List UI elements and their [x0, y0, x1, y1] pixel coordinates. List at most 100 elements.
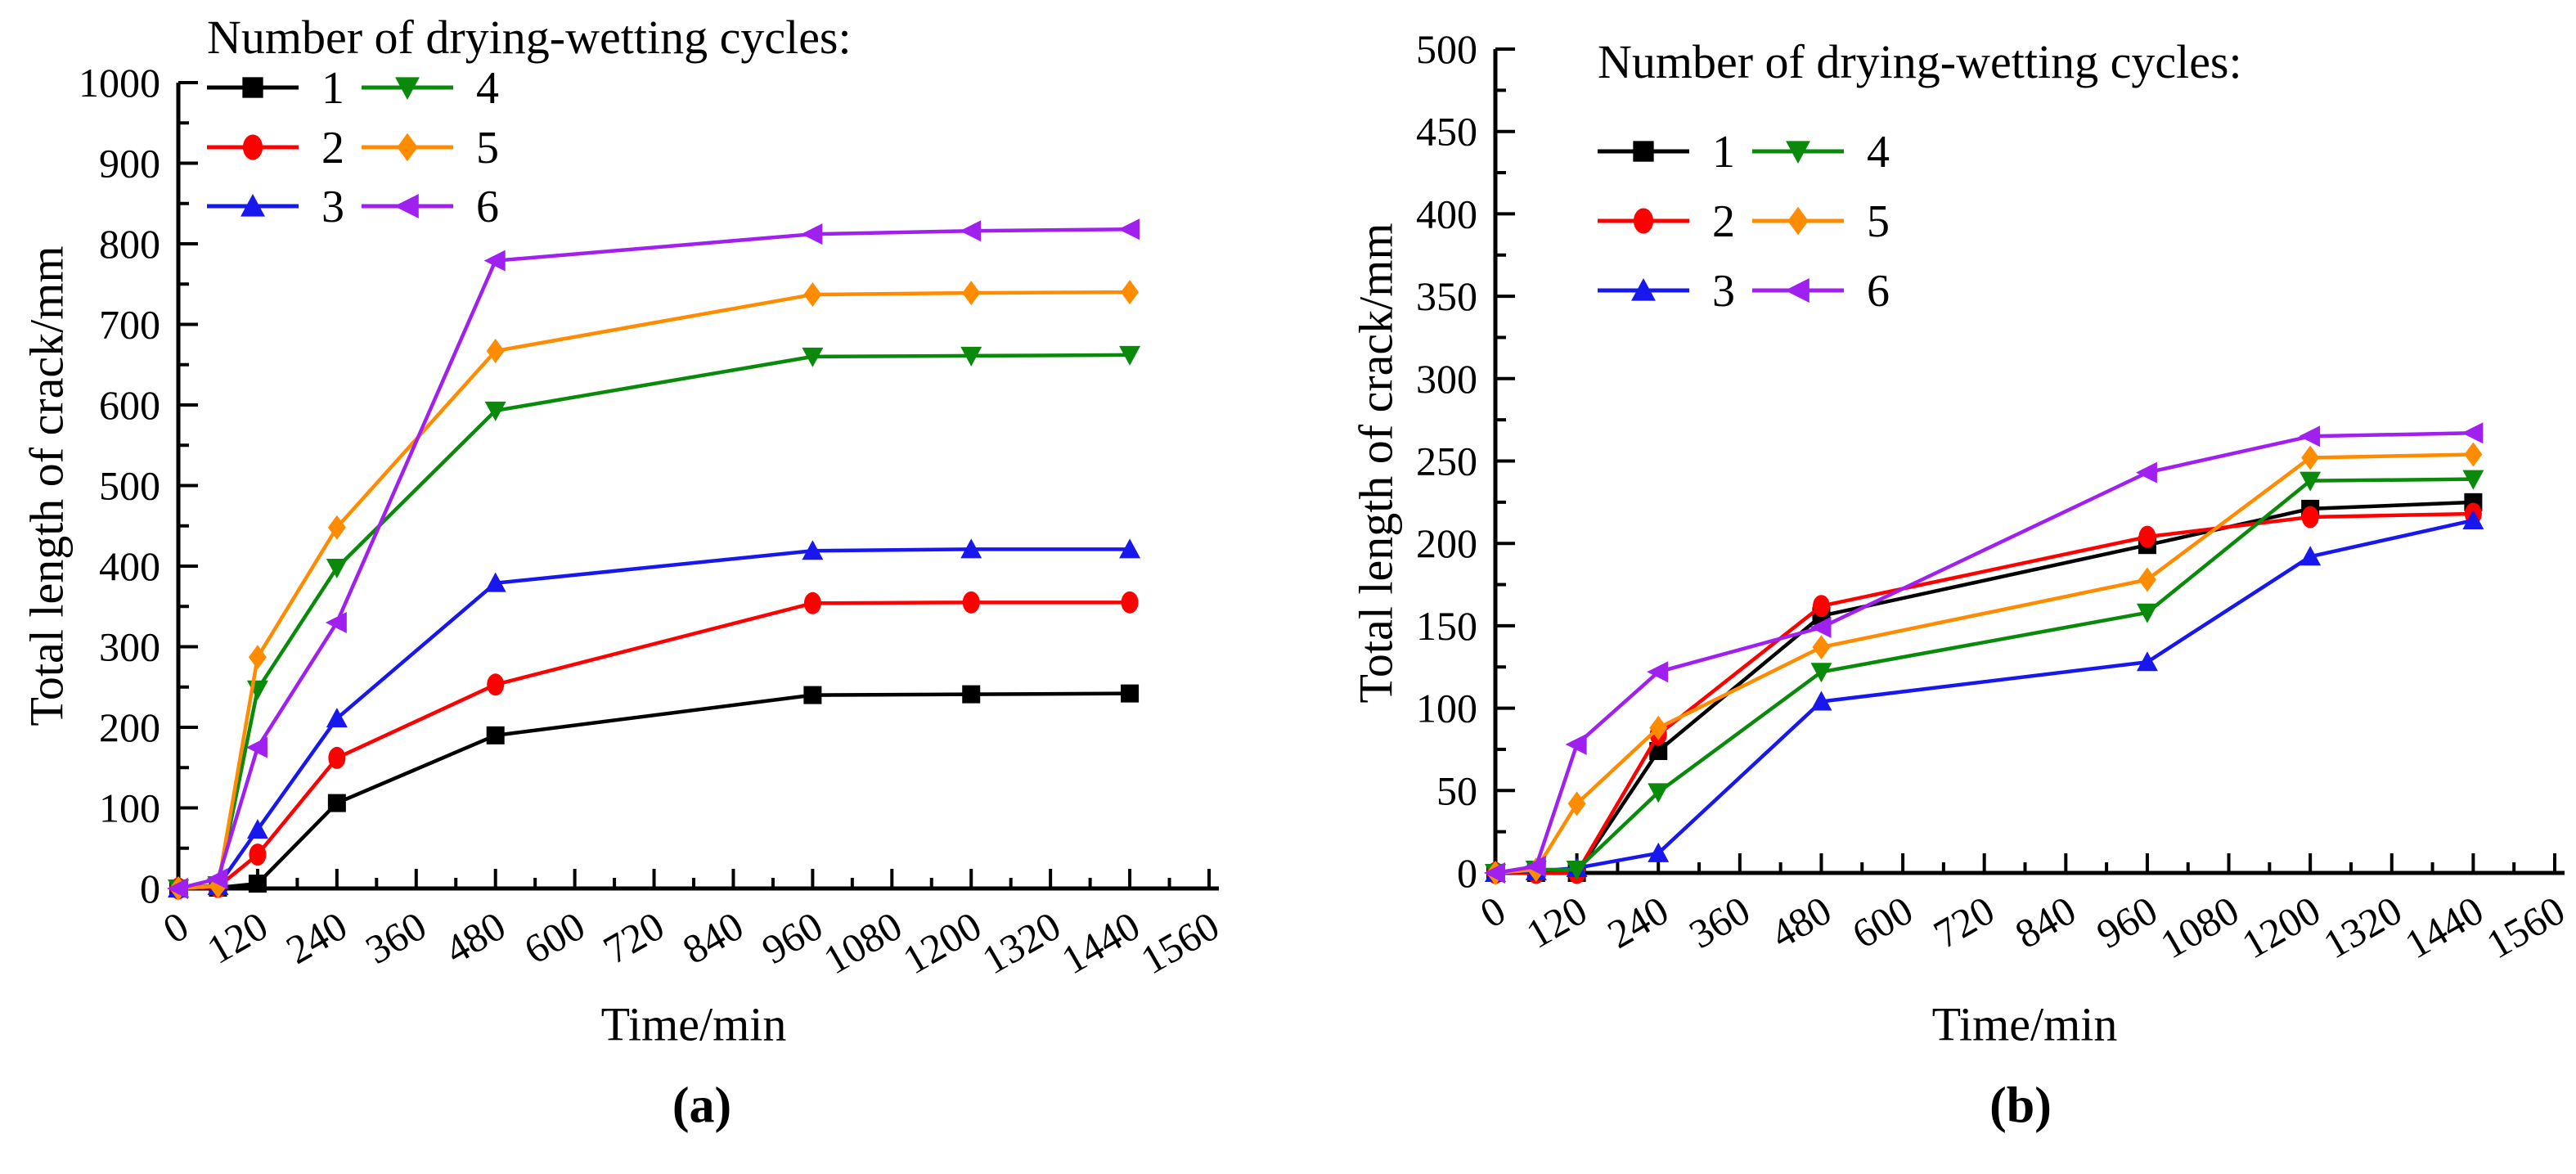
- panel-b-x-tick-label: 120: [1518, 887, 1594, 957]
- series-4-marker: [2136, 603, 2158, 623]
- legend-marker-2: [1633, 208, 1654, 234]
- series-4-marker: [2462, 470, 2484, 490]
- panel-a-y-tick-label: 400: [99, 543, 160, 589]
- panel-a-x-tick-labels: 0 120 240 360 480 600 720 840 960108012001320144…: [155, 902, 1227, 983]
- series-2-marker: [2301, 506, 2319, 529]
- panel-b-x-tick-label: 1440: [2397, 887, 2491, 967]
- legend-marker-5: [1787, 206, 1809, 236]
- series-6-marker: [1809, 616, 1832, 638]
- legend-label-6: 6: [476, 182, 499, 232]
- series-6-line: [1495, 431, 2474, 875]
- series-3-marker: [246, 819, 268, 839]
- legend-marker-4: [395, 77, 420, 100]
- series-5-marker: [1812, 635, 1831, 660]
- panel-b-y-tick-labels: 0 50 100 150 200 250 300 350 400 450 500: [1416, 26, 1477, 896]
- panel-a-x-tick-label: 120: [199, 902, 275, 973]
- panel-a-series-3: [168, 538, 1141, 897]
- series-2-marker: [1812, 595, 1830, 618]
- panel-b-x-tick-label: 600: [1845, 887, 1921, 957]
- series-3-marker: [2300, 546, 2322, 566]
- legend-marker-3: [1631, 278, 1656, 301]
- panel-a-x-tick-label: 480: [437, 902, 513, 973]
- panel-b-y-tick-label: 150: [1416, 603, 1477, 649]
- panel-b-x-tick-labels: 0 120 240 360 480 600 720 840 960108012001320144…: [1472, 887, 2573, 967]
- panel-b-x-tick-label: 720: [1926, 887, 2002, 957]
- panel-b-ticks: [1494, 47, 2556, 875]
- panel-a-x-tick-label: 600: [516, 902, 592, 973]
- legend-marker-2: [242, 134, 263, 160]
- series-6-marker: [1565, 733, 1587, 755]
- series-5-marker: [1649, 715, 1668, 740]
- panel-b-label: (b): [1989, 1077, 2052, 1134]
- series-1-marker: [248, 875, 267, 893]
- series-3-marker: [1810, 690, 1832, 711]
- series-1-marker: [1121, 684, 1140, 703]
- panel-a-y-axis-title: Total length of crack/mm: [20, 245, 74, 726]
- panel-a-x-tick-label: 840: [675, 902, 751, 973]
- series-6-marker: [2461, 422, 2484, 444]
- panel-a-ticks: [177, 81, 1211, 890]
- legend-label-5: 5: [476, 123, 499, 173]
- panel-b-legend: 1 2 3 4 5 6: [1598, 127, 1890, 317]
- series-6-line: [178, 227, 1131, 891]
- legend-label-6: 6: [1867, 266, 1890, 317]
- panel-a-series-2: [169, 591, 1139, 900]
- legend-marker-6: [393, 194, 419, 218]
- panel-b-y-tick-label: 0: [1457, 850, 1477, 896]
- panel-a-x-tick-label: 1560: [1133, 902, 1227, 983]
- panel-b-y-tick-label: 500: [1416, 26, 1477, 72]
- panel-a-x-tick-label: 720: [596, 902, 672, 973]
- panel-a-y-tick-label: 600: [99, 382, 160, 428]
- series-4-marker: [1566, 860, 1588, 880]
- series-4-marker: [960, 346, 982, 367]
- series-4-line: [1495, 477, 2474, 875]
- legend-label-1: 1: [1712, 127, 1735, 178]
- series-6-marker: [960, 220, 982, 242]
- series-6-marker: [801, 223, 823, 245]
- series-3-marker: [484, 572, 506, 592]
- panel-b-legend-title: Number of drying-wetting cycles:: [1598, 35, 2242, 88]
- series-2-marker: [487, 673, 505, 696]
- series-6-marker: [245, 736, 267, 758]
- series-3-marker: [1648, 842, 1670, 862]
- legend-marker-5: [397, 133, 418, 162]
- legend-label-2: 2: [1712, 196, 1735, 247]
- series-5-marker: [803, 282, 822, 308]
- series-3-line: [178, 547, 1131, 891]
- legend-marker-6: [1784, 278, 1809, 303]
- series-2-marker: [249, 843, 267, 866]
- legend-label-5: 5: [1867, 196, 1890, 247]
- panel-a-x-tick-label: 360: [357, 902, 434, 973]
- panel-a-series-5: [169, 280, 1140, 901]
- panel-a-legend-title: Number of drying-wetting cycles:: [207, 11, 852, 64]
- series-4-marker: [1119, 345, 1141, 366]
- panel-a-y-tick-label: 800: [99, 221, 160, 267]
- series-5-marker: [2138, 567, 2156, 592]
- series-1-marker: [962, 685, 981, 704]
- panel-a-y-tick-label: 500: [99, 463, 160, 509]
- panel-a-series-4: [168, 345, 1141, 899]
- panel-a-y-tick-labels: 0 100 200 300 400 500 600 700 800 900 1000: [79, 60, 160, 911]
- series-6-marker: [483, 250, 506, 272]
- panel-a: 0 120 240 360 480 600 720 840 960108012001320144…: [79, 60, 1227, 983]
- panel-b: 0 120 240 360 480 600 720 840 960108012001320144…: [1416, 26, 2573, 968]
- series-5-marker: [248, 645, 267, 670]
- legend-marker-1: [242, 77, 263, 98]
- series-5-marker: [2301, 445, 2320, 470]
- series-3-marker: [326, 708, 348, 728]
- series-2-marker: [328, 746, 346, 769]
- panel-b-y-tick-label: 400: [1416, 191, 1477, 236]
- series-4-line: [178, 353, 1131, 891]
- series-2-marker: [1121, 591, 1139, 614]
- series-1-marker: [1649, 741, 1668, 760]
- series-6-marker: [2135, 461, 2157, 484]
- legend-label-2: 2: [321, 123, 344, 173]
- series-1-marker: [327, 794, 346, 812]
- panel-b-y-tick-label: 300: [1416, 356, 1477, 402]
- panel-b-x-tick-label: 1080: [2152, 887, 2246, 967]
- panel-a-y-tick-label: 100: [99, 785, 160, 831]
- series-1-line: [178, 691, 1131, 891]
- series-6-marker: [325, 611, 347, 633]
- panel-b-x-tick-label: 240: [1600, 887, 1676, 957]
